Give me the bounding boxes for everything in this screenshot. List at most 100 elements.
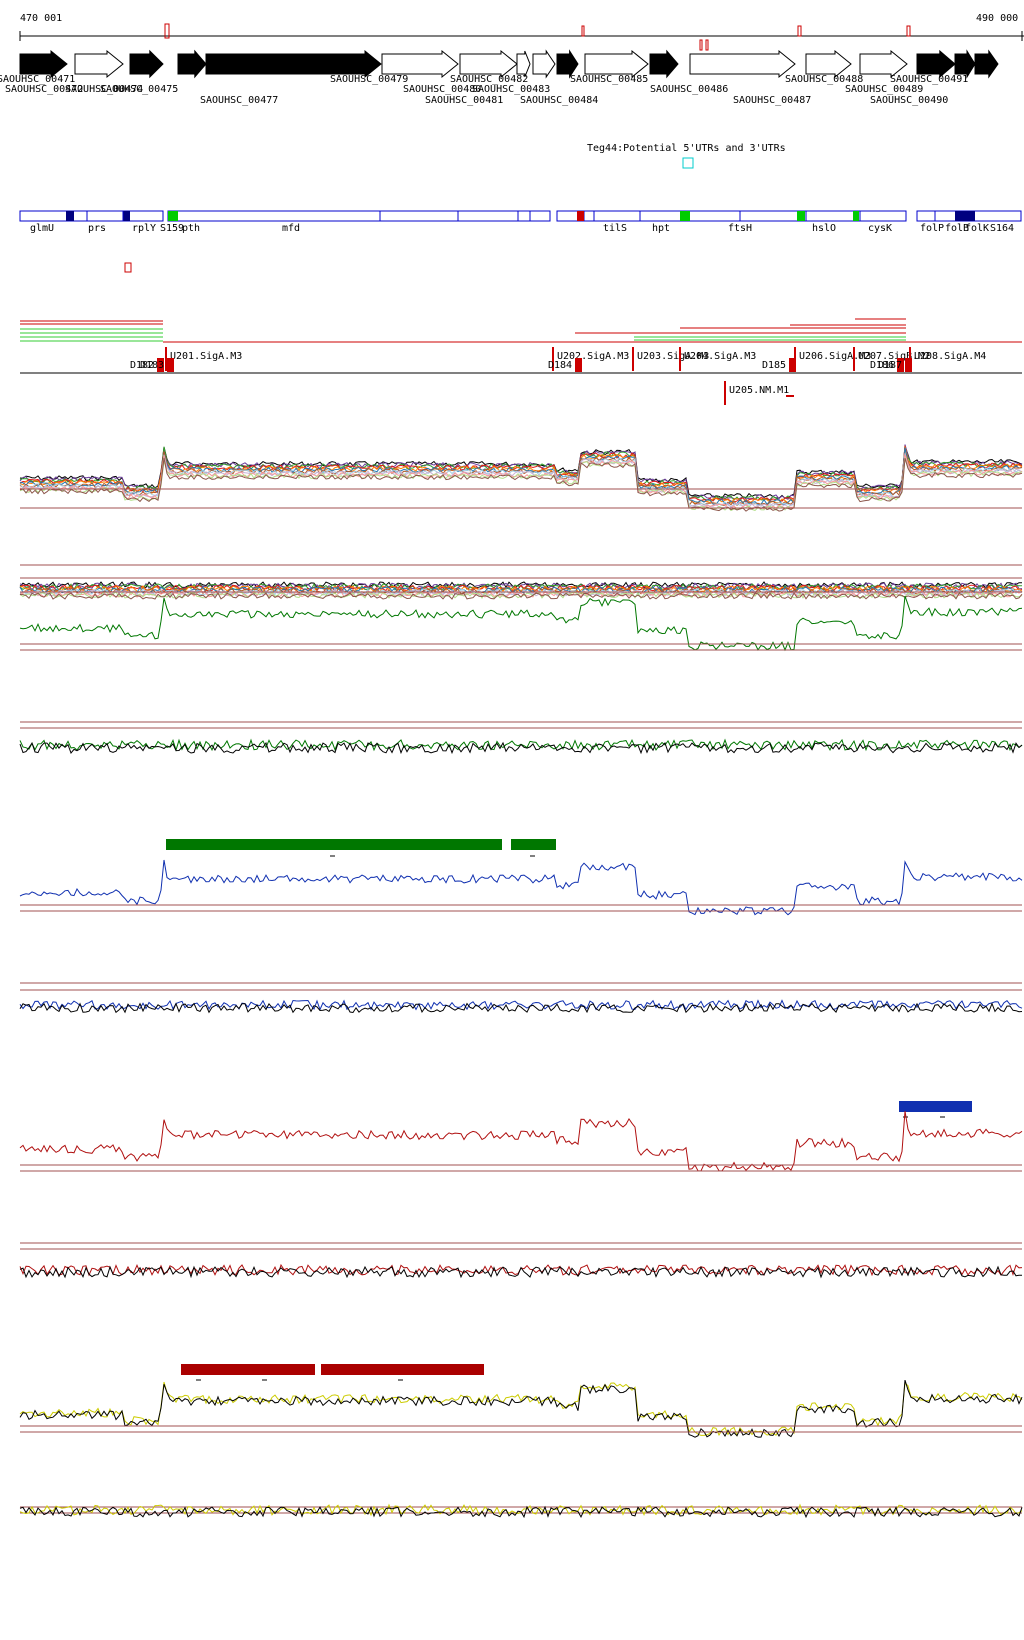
red-segment xyxy=(321,1364,484,1375)
black-trace xyxy=(19,1002,1023,1014)
expression-traces xyxy=(19,444,1023,1519)
utr-marker xyxy=(682,157,694,169)
feature-block[interactable] xyxy=(797,211,805,221)
gene-arrow[interactable] xyxy=(177,49,207,79)
gene-arrow[interactable] xyxy=(459,49,518,79)
condition-trace xyxy=(19,592,1023,600)
coordinate-start: 470 001 xyxy=(20,13,63,24)
feature-box[interactable] xyxy=(19,210,164,222)
feature-name: S164 xyxy=(990,223,1014,234)
gene-label: SAOUHSC_00479 xyxy=(330,74,408,85)
gene-label: SAOUHSC_00482 xyxy=(450,74,528,85)
black-trace xyxy=(19,1379,1023,1438)
gene-arrow[interactable] xyxy=(129,49,164,79)
feature-block[interactable] xyxy=(955,211,975,221)
feature-name: pth xyxy=(182,223,200,234)
gene-label: SAOUHSC_00485 xyxy=(570,74,648,85)
gene-arrow[interactable] xyxy=(74,49,124,79)
terminator-label: D184 xyxy=(548,360,572,371)
feature-name: rplY xyxy=(132,223,156,234)
feature-name: prs xyxy=(88,223,106,234)
gene-label: SAOUHSC_00480 xyxy=(403,84,481,95)
feature-block[interactable] xyxy=(577,211,584,221)
feature-name: glmU xyxy=(30,223,54,234)
feature-block[interactable] xyxy=(123,211,130,221)
feature-block[interactable] xyxy=(680,211,690,221)
feature-name: hpt xyxy=(652,223,670,234)
gene-label: SAOUHSC_00472 xyxy=(5,84,83,95)
gene-arrow[interactable] xyxy=(916,49,956,79)
gene-arrow[interactable] xyxy=(532,49,556,79)
gene-arrow[interactable] xyxy=(805,49,852,79)
gene-arrow[interactable] xyxy=(954,49,976,79)
gene-label: SAOUHSC_00489 xyxy=(845,84,923,95)
coordinate-end: 490 000 xyxy=(976,13,1019,24)
black-trace xyxy=(19,741,1023,755)
terminator-mark[interactable] xyxy=(575,358,582,372)
condition-trace xyxy=(19,581,1023,589)
gene-label: SAOUHSC_00490 xyxy=(870,95,948,106)
ruler-mark xyxy=(906,25,911,37)
promoter-label: U202.SigA.M3 xyxy=(557,351,629,362)
gene-label: SAOUHSC_00481 xyxy=(425,95,503,106)
gene-label: SAOUHSC_00475 xyxy=(100,84,178,95)
feature-name: ftsH xyxy=(728,223,752,234)
feature-box[interactable] xyxy=(167,210,551,222)
feature-name: tilS xyxy=(603,223,627,234)
ruler-mark xyxy=(581,25,585,37)
feature-name: hslO xyxy=(812,223,836,234)
feature-block[interactable] xyxy=(66,211,74,221)
feature-name: folP xyxy=(920,223,944,234)
feature-block[interactable] xyxy=(853,211,859,221)
gene-label: SAOUHSC_00474 xyxy=(65,84,143,95)
gene-arrow[interactable] xyxy=(19,49,68,79)
gene-arrow[interactable] xyxy=(649,49,679,79)
gene-arrow[interactable] xyxy=(584,49,649,79)
gene-arrow[interactable] xyxy=(205,49,382,79)
terminator-mark[interactable] xyxy=(905,358,912,372)
red-trace-1 xyxy=(19,1111,1023,1172)
condition-trace xyxy=(19,453,1023,508)
red-segment xyxy=(181,1364,315,1375)
terminator-mark[interactable] xyxy=(167,358,174,372)
gene-arrow[interactable] xyxy=(381,49,459,79)
feature-name: folK xyxy=(965,223,989,234)
gene-arrow[interactable] xyxy=(556,49,579,79)
gene-label: SAOUHSC_00486 xyxy=(650,84,728,95)
feature-name: cysK xyxy=(868,223,892,234)
ruler-mark xyxy=(705,39,709,51)
condition-trace xyxy=(19,454,1023,510)
gene-label: SAOUHSC_00483 xyxy=(472,84,550,95)
gene-track[interactable]: SAOUHSC_00471SAOUHSC_00472SAOUHSC_00474S… xyxy=(0,49,999,106)
promoter-mark xyxy=(786,395,794,397)
gene-arrow[interactable] xyxy=(516,50,531,78)
promoter-label: U204.SigA.M3 xyxy=(684,351,756,362)
terminator-mark[interactable] xyxy=(897,358,904,372)
gene-label: SAOUHSC_00491 xyxy=(890,74,968,85)
utr-track-title: Teg44:Potential 5'UTRs and 3'UTRs xyxy=(587,143,786,154)
static-tracks xyxy=(19,23,1024,273)
black-trace xyxy=(19,1505,1023,1519)
promoter-label: U203.SigA.M3 xyxy=(637,351,709,362)
gene-label: SAOUHSC_00471 xyxy=(0,74,75,85)
ruler-mark xyxy=(797,25,802,37)
ruler-mark xyxy=(164,23,170,39)
gene-arrow[interactable] xyxy=(689,49,796,79)
terminator-mark[interactable] xyxy=(789,358,796,372)
feature-block[interactable] xyxy=(168,211,178,221)
terminator-mark[interactable] xyxy=(157,358,164,372)
gene-arrow[interactable] xyxy=(859,49,908,79)
promoter-track[interactable]: U201.SigA.M3 U202.SigA.M3 U203.SigA.M3U204… xyxy=(20,318,1022,405)
feature-name: folB xyxy=(945,223,969,234)
gene-arrow[interactable] xyxy=(974,49,999,79)
promoter-label: U201.SigA.M3 xyxy=(170,351,242,362)
condition-trace xyxy=(19,457,1023,512)
blue-segment xyxy=(899,1101,972,1112)
yellow-trace-1 xyxy=(19,1381,1023,1437)
green-segment xyxy=(511,839,556,850)
promoter-label: U207.SigB.M2 xyxy=(858,351,930,362)
gene-label: SAOUHSC_00484 xyxy=(520,95,598,106)
ruler-mark xyxy=(699,39,703,51)
terminator-label: D186 xyxy=(870,360,894,371)
